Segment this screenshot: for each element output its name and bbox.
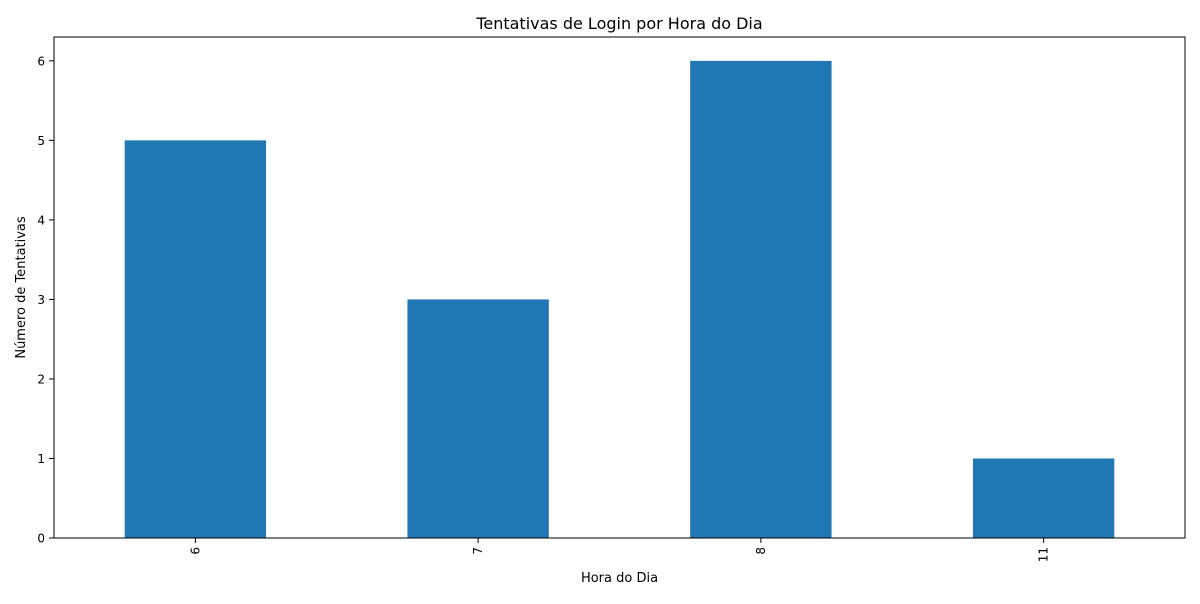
bar-7 [407,299,549,538]
chart-title: Tentativas de Login por Hora do Dia [475,14,762,33]
x-tick-label: 8 [754,547,768,555]
bar-6 [124,140,267,538]
y-tick-label: 5 [37,134,45,148]
x-tick-label: 6 [188,547,202,555]
x-axis-label: Hora do Dia [581,571,658,586]
bars-group [124,60,1115,538]
y-tick-label: 3 [37,293,45,307]
y-tick-label: 6 [37,54,45,68]
x-axis: 6 7 8 11 [188,538,1051,562]
x-tick-label: 11 [1037,547,1051,562]
x-tick-label: 7 [471,547,485,555]
y-tick-label: 4 [37,213,45,227]
plot-frame [53,36,1186,539]
y-tick-label: 2 [37,372,45,386]
y-axis: 0 1 2 3 4 5 6 [37,54,54,546]
bar-8 [690,60,832,538]
y-axis-label: Número de Tentativas [14,216,29,359]
bar-11 [972,458,1115,538]
y-tick-label: 1 [37,452,45,466]
y-tick-label: 0 [37,532,45,546]
